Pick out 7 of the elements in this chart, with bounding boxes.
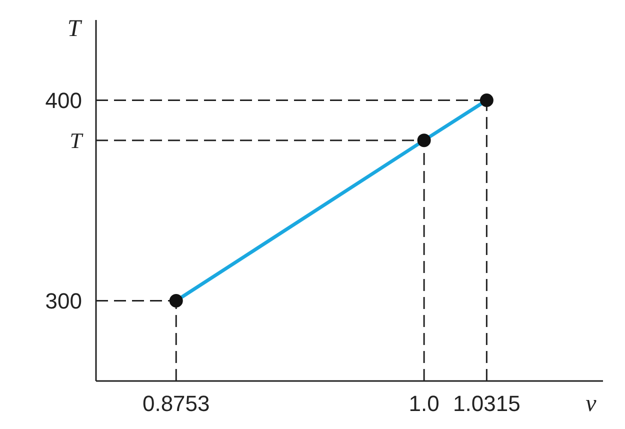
x-tick-label: 1.0315	[453, 391, 520, 416]
x-tick-label: 0.8753	[142, 391, 210, 416]
x-tick-label: 1.0	[408, 391, 440, 416]
x-axis-title: v	[586, 391, 597, 417]
y-tick-label: 300	[45, 288, 82, 314]
y-tick-label: 400	[45, 88, 82, 113]
y-tick-label: T	[70, 128, 84, 154]
